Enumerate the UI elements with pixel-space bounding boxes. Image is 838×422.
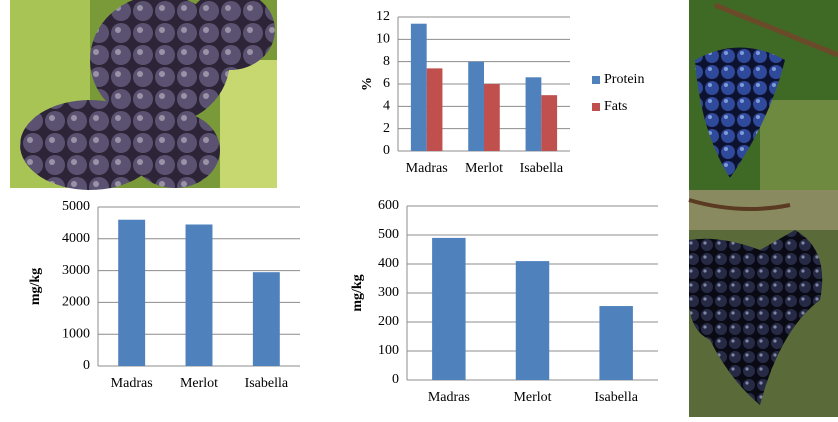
y-tick-label: 2 <box>383 121 390 136</box>
y-tick-label: 600 <box>378 198 399 213</box>
legend-swatch <box>592 103 600 111</box>
y-tick-label: 300 <box>378 285 399 300</box>
y-tick-label: 500 <box>378 227 399 242</box>
bar <box>515 261 550 380</box>
legend-swatch <box>592 76 600 84</box>
y-axis-label: mg/kg <box>350 274 365 311</box>
y-tick-label: 0 <box>83 358 90 373</box>
x-tick-label: Isabella <box>520 161 564 176</box>
y-tick-label: 6 <box>383 76 390 91</box>
y-tick-label: 400 <box>378 256 399 271</box>
bar <box>185 224 213 366</box>
bar <box>468 61 484 151</box>
bar <box>426 68 443 151</box>
y-tick-label: 0 <box>392 372 399 387</box>
photo-grapes-bottom-right <box>688 190 838 417</box>
x-tick-label: Merlot <box>180 376 218 391</box>
y-tick-label: 10 <box>376 32 390 47</box>
x-tick-label: Merlot <box>513 390 551 405</box>
x-tick-label: Madras <box>428 390 470 405</box>
y-tick-label: 100 <box>378 343 399 358</box>
x-tick-label: Isabella <box>594 390 638 405</box>
y-tick-label: 2000 <box>62 295 90 310</box>
x-tick-label: Madras <box>406 161 448 176</box>
photo-grapes-top-right <box>689 0 838 190</box>
bar <box>599 306 633 380</box>
bar <box>432 237 466 380</box>
x-tick-label: Merlot <box>465 161 503 176</box>
y-tick-label: 12 <box>376 9 390 24</box>
y-tick-label: 3000 <box>62 263 90 278</box>
legend-label: Fats <box>604 99 627 114</box>
bar <box>541 95 558 151</box>
y-tick-label: 1000 <box>62 326 90 341</box>
y-tick-label: 8 <box>383 54 390 69</box>
bar <box>410 23 427 152</box>
legend-label: Protein <box>604 72 644 87</box>
x-tick-label: Isabella <box>245 376 289 391</box>
y-tick-label: 4 <box>383 99 390 114</box>
bar <box>484 84 500 151</box>
photo-grapes-left <box>10 0 277 190</box>
y-tick-label: 5000 <box>62 199 90 214</box>
y-tick-label: 200 <box>378 314 399 329</box>
bar <box>252 272 280 366</box>
y-tick-label: 0 <box>383 143 390 158</box>
bar <box>525 77 542 151</box>
y-tick-label: 4000 <box>62 231 90 246</box>
y-axis-label: mg/kg <box>28 268 43 305</box>
bar <box>118 219 146 366</box>
y-axis-label: % <box>360 77 375 91</box>
x-tick-label: Madras <box>111 376 153 391</box>
